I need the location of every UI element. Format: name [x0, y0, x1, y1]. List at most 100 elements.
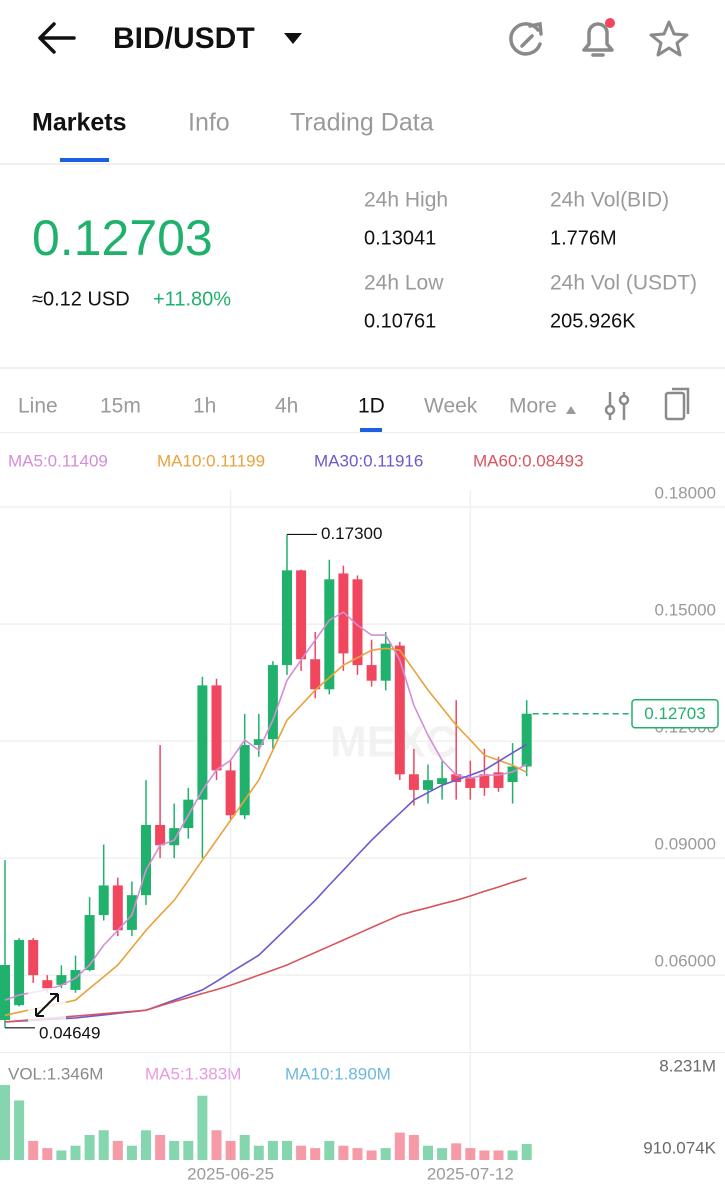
- ma-line: [4, 877, 527, 1023]
- volume-bar: [394, 1132, 405, 1160]
- interval[interactable]: Line: [18, 395, 58, 418]
- divider: [0, 367, 725, 369]
- interval[interactable]: More: [509, 395, 557, 418]
- volume-bar: [84, 1134, 95, 1160]
- ma-line: [4, 743, 528, 1023]
- candle-body: [338, 573, 349, 654]
- candle-body: [0, 964, 10, 1020]
- refresh-icon[interactable]: [509, 21, 543, 56]
- favorite-icon[interactable]: [649, 20, 689, 57]
- candle-body: [267, 665, 278, 740]
- candle-body: [253, 739, 264, 746]
- volume-bar: [366, 1150, 377, 1160]
- stat-value: 0.13041: [364, 227, 436, 249]
- volume-bar: [267, 1140, 278, 1160]
- candle-body: [366, 665, 377, 681]
- y-tick-label: 0.06000: [655, 952, 716, 971]
- candle-body: [352, 579, 363, 666]
- candle-body: [310, 659, 321, 690]
- stat-label: 24h Low: [364, 272, 444, 295]
- tab[interactable]: Trading Data: [290, 109, 434, 137]
- volume-tick-label: 910.074K: [643, 1139, 716, 1158]
- volume-bar: [282, 1140, 292, 1160]
- candle-body: [521, 713, 532, 767]
- more-caret: [566, 406, 576, 414]
- candle-body: [197, 685, 208, 800]
- volume-bar: [197, 1095, 208, 1160]
- kline-chart: 0.180000.150000.120000.090000.060002025-…: [0, 484, 725, 1183]
- candle-body: [451, 774, 462, 783]
- notification-icon[interactable]: [582, 18, 615, 57]
- ma-legend: MA5:0.11409: [8, 451, 108, 470]
- x-tick-label: 2025-07-12: [427, 1164, 514, 1183]
- annotation-label: 0.04649: [39, 1023, 100, 1042]
- interval[interactable]: 15m: [100, 395, 141, 418]
- interval[interactable]: 1D: [358, 395, 385, 418]
- candle-body: [141, 824, 151, 896]
- stat-value: 1.776M: [550, 227, 617, 249]
- candle-body: [56, 975, 67, 985]
- volume-bar: [507, 1150, 518, 1160]
- stat-label: 24h High: [364, 189, 448, 212]
- volume-bar: [169, 1140, 180, 1160]
- stat-value: 0.10761: [364, 310, 436, 332]
- candle-body: [507, 766, 518, 783]
- volume-bar: [437, 1148, 448, 1160]
- y-tick-label: 0.15000: [655, 601, 716, 620]
- ma-line: [4, 611, 528, 1001]
- tab[interactable]: Info: [188, 109, 230, 137]
- tab[interactable]: Markets: [32, 109, 127, 137]
- ma-line: [4, 647, 528, 1017]
- candle-body: [296, 570, 307, 660]
- candle-body: [465, 778, 476, 788]
- divider: [0, 163, 725, 165]
- volume-bar: [465, 1148, 476, 1160]
- volume-bar: [253, 1145, 264, 1160]
- pair-title[interactable]: BID/USDT: [113, 22, 255, 55]
- pair-dropdown[interactable]: [284, 33, 302, 44]
- interval[interactable]: Week: [424, 395, 478, 418]
- last-price: 0.12703: [32, 210, 213, 266]
- ma-legend: MA60:0.08493: [473, 451, 584, 470]
- volume-bar: [352, 1148, 363, 1160]
- stat-label: 24h Vol (USDT): [550, 272, 697, 295]
- volume-bar: [296, 1145, 307, 1160]
- candle-body: [14, 940, 25, 1006]
- y-tick-label: 0.09000: [655, 835, 716, 854]
- divider: [0, 432, 725, 433]
- indicator-settings-icon[interactable]: [604, 392, 630, 420]
- candle-body: [437, 778, 448, 785]
- interval[interactable]: 1h: [193, 395, 216, 418]
- volume-bar: [0, 1084, 10, 1160]
- volume-bar: [183, 1140, 194, 1160]
- volume-bar: [493, 1150, 504, 1160]
- vol-legend: MA10:1.890M: [285, 1064, 391, 1083]
- expand-icon: [35, 993, 59, 1017]
- candle-body: [479, 774, 490, 788]
- candle-body: [239, 745, 250, 816]
- x-tick-label: 2025-06-25: [187, 1164, 274, 1183]
- volume-bar: [521, 1143, 532, 1160]
- candle-body: [394, 645, 405, 775]
- candle-body: [408, 774, 419, 790]
- candle-body: [423, 780, 433, 790]
- stat-value: 205.926K: [550, 310, 636, 332]
- candle-body: [282, 570, 292, 666]
- candle-body: [42, 980, 53, 990]
- volume-bar: [70, 1145, 81, 1160]
- volume-bar: [380, 1148, 391, 1160]
- chart-settings-icon[interactable]: [664, 387, 690, 421]
- vol-legend: VOL:1.346M: [8, 1064, 103, 1083]
- volume-bar: [155, 1134, 166, 1160]
- volume-bar: [451, 1143, 462, 1160]
- candle-body: [493, 772, 504, 788]
- volume-bar: [324, 1140, 335, 1160]
- volume-bar: [56, 1150, 67, 1160]
- last-price-box: [631, 698, 719, 729]
- back-button[interactable]: [38, 22, 76, 54]
- volume-bar: [141, 1130, 151, 1160]
- volume-bar: [310, 1148, 321, 1160]
- volume-bar: [98, 1130, 109, 1160]
- interval[interactable]: 4h: [275, 395, 298, 418]
